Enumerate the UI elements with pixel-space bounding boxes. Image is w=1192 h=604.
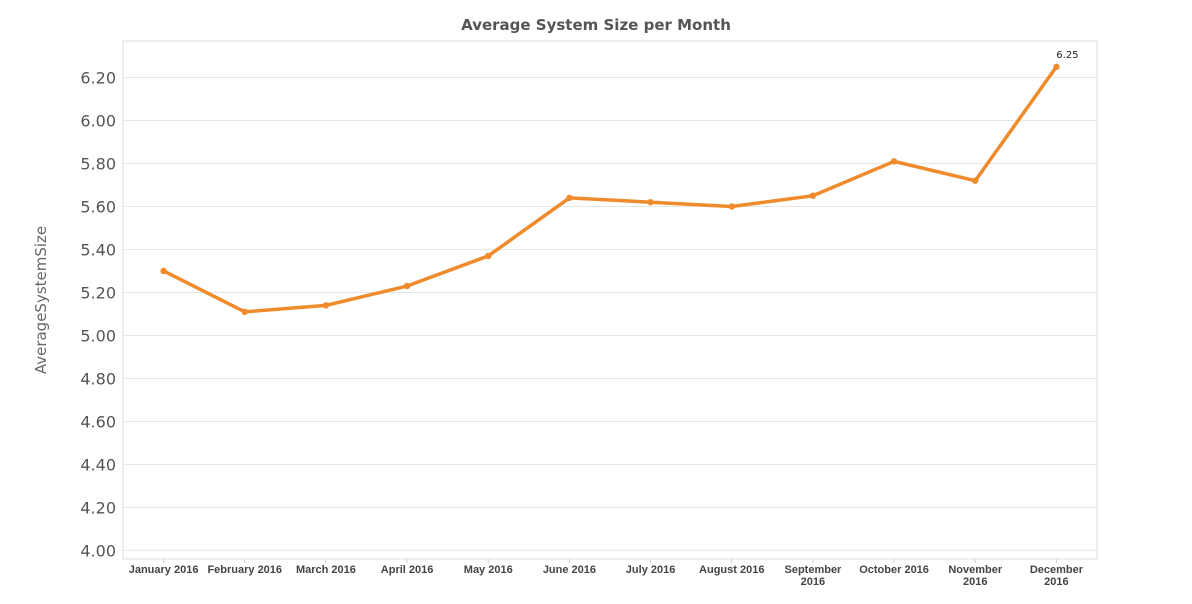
data-point bbox=[647, 199, 654, 206]
data-point bbox=[1053, 63, 1060, 70]
y-tick-label: 5.20 bbox=[80, 283, 116, 302]
y-tick-label: 4.80 bbox=[80, 369, 116, 388]
data-point bbox=[241, 308, 248, 316]
x-axis-ticks: January 2016 February 2016 March 2016 April… bbox=[129, 559, 1084, 588]
data-point bbox=[403, 282, 411, 290]
series-group bbox=[160, 63, 1060, 316]
y-tick-label: 5.60 bbox=[80, 198, 116, 217]
gridlines bbox=[123, 77, 1097, 551]
y-tick-label: 4.60 bbox=[80, 412, 116, 431]
data-point bbox=[485, 252, 492, 260]
x-tick-label: December 2016 bbox=[1030, 564, 1084, 588]
data-point bbox=[809, 192, 817, 199]
x-tick-label: August 2016 bbox=[699, 564, 764, 576]
y-tick-label: 6.00 bbox=[80, 112, 116, 131]
y-axis-ticks: 4.00 4.20 4.40 4.60 4.80 5.00 5.20 5.40 5.60 5.80… bbox=[80, 69, 116, 561]
data-point bbox=[322, 302, 330, 309]
data-point bbox=[890, 158, 898, 165]
x-tick-label: May 2016 bbox=[464, 564, 513, 576]
x-tick-label: April 2016 bbox=[381, 564, 434, 576]
y-tick-label: 5.40 bbox=[80, 240, 116, 259]
y-tick-label: 6.20 bbox=[80, 69, 116, 88]
x-tick-label: January 2016 bbox=[129, 564, 199, 576]
y-tick-label: 4.40 bbox=[80, 455, 116, 474]
x-tick-label: November 2016 bbox=[948, 564, 1003, 588]
data-point bbox=[160, 267, 167, 275]
x-tick-label: October 2016 bbox=[859, 564, 929, 576]
x-tick-label: July 2016 bbox=[626, 564, 676, 576]
x-tick-label: March 2016 bbox=[296, 564, 356, 576]
chart-title: Average System Size per Month bbox=[461, 16, 731, 34]
y-tick-label: 4.00 bbox=[80, 541, 116, 560]
x-tick-label: June 2016 bbox=[543, 564, 596, 576]
plot-area-frame bbox=[122, 40, 1098, 560]
data-point bbox=[728, 203, 735, 210]
x-tick-label: February 2016 bbox=[207, 564, 282, 576]
series-line bbox=[161, 65, 1059, 314]
data-labels: 6.25 bbox=[1056, 50, 1078, 61]
data-point bbox=[972, 177, 979, 184]
data-point bbox=[566, 194, 573, 202]
y-tick-label: 4.20 bbox=[80, 498, 116, 517]
y-tick-label: 5.80 bbox=[80, 155, 116, 174]
data-label: 6.25 bbox=[1056, 50, 1078, 61]
x-tick-label: September 2016 bbox=[784, 564, 842, 588]
y-tick-label: 5.00 bbox=[80, 326, 116, 345]
